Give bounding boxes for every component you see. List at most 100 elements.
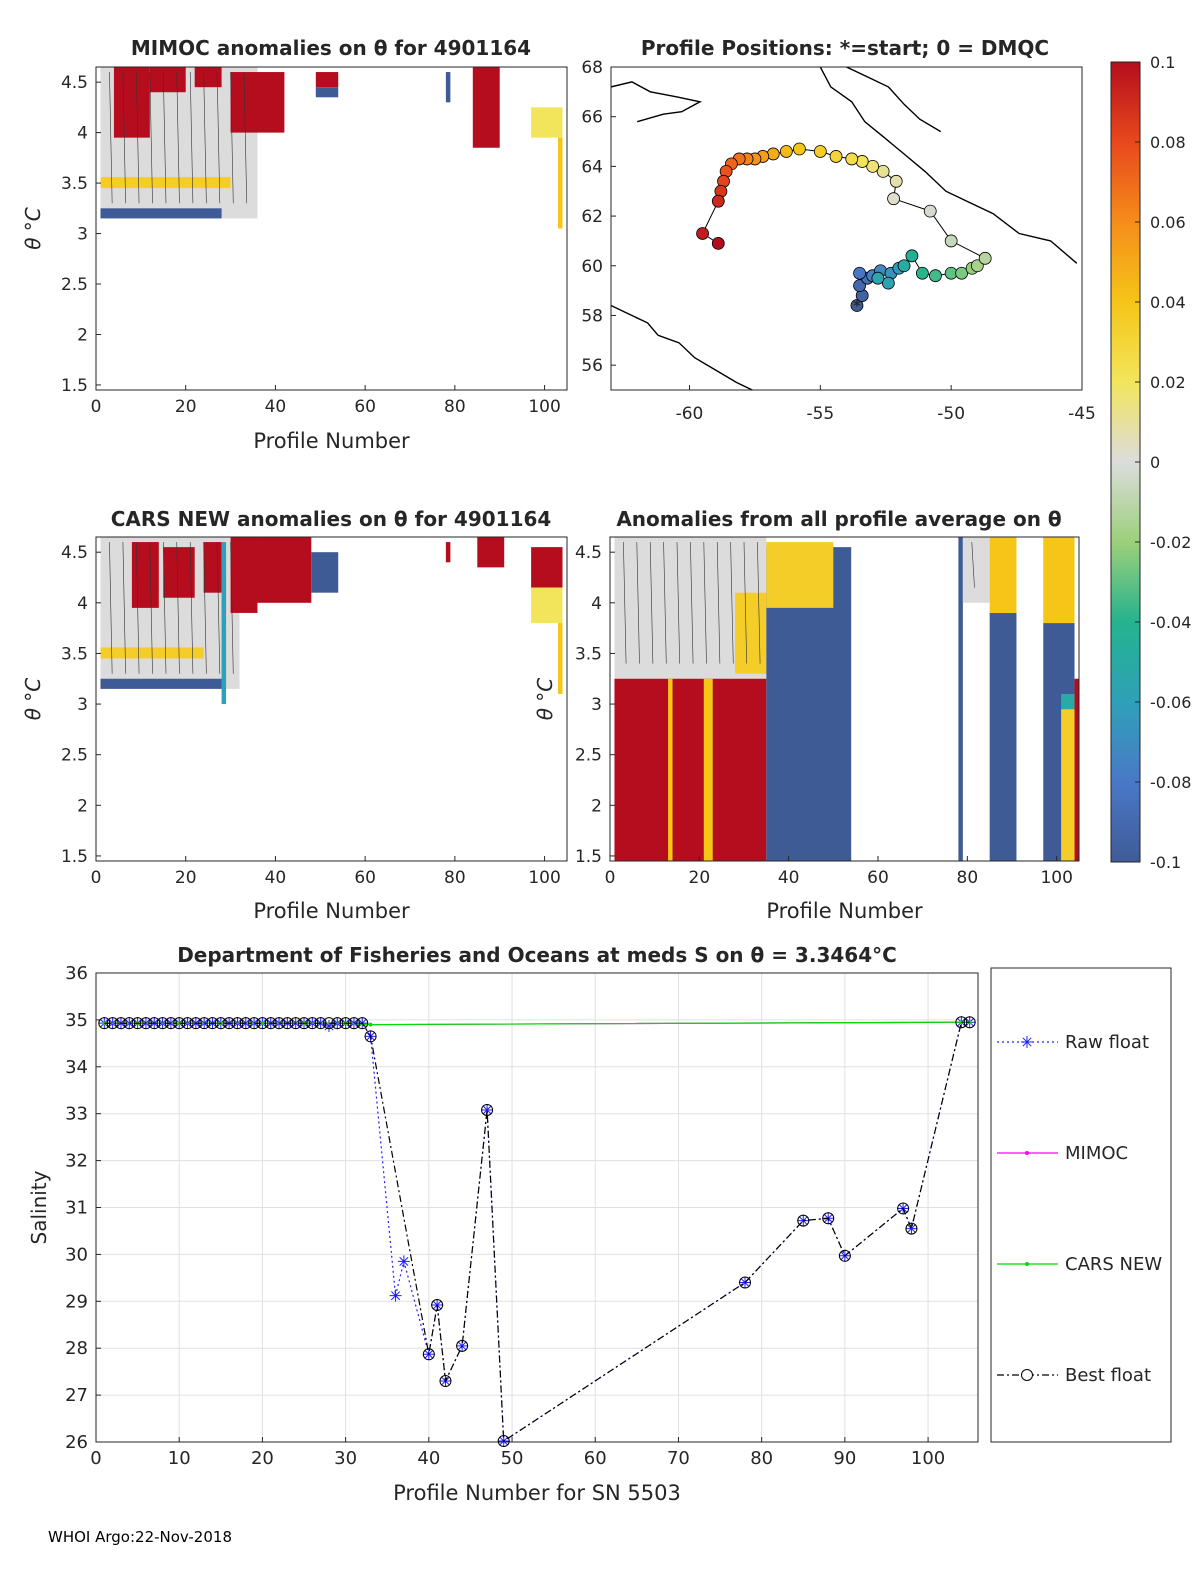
data-point: [206, 1017, 219, 1030]
map-content: *: [611, 67, 1078, 390]
heatmap-region: [1061, 693, 1075, 710]
contour-line: [203, 542, 207, 674]
contour-line: [176, 542, 180, 674]
axes-frame: [95, 66, 568, 391]
x-tick-label: -45: [1068, 404, 1096, 424]
y-tick-label: 66: [581, 108, 603, 128]
heatmap-region: [1074, 678, 1079, 861]
data-point: [905, 1222, 918, 1235]
heatmap-region: [315, 72, 339, 88]
series-best-float: [98, 1016, 976, 1448]
colorbar-tick-label: 0.08: [1150, 133, 1186, 152]
data-point: [131, 1017, 144, 1030]
heatmap-region: [230, 537, 258, 613]
y-tick-label: 4.5: [61, 543, 88, 563]
contour-line: [730, 542, 734, 664]
profile-position-point: [855, 155, 869, 168]
y-tick-label: 2.5: [575, 746, 602, 766]
heatmap-region: [131, 542, 159, 608]
panel-salinity: 0 10 20 30 40 50 60 70 80 90 100 26 27 28 29 30 31 32 33 34…: [27, 943, 1172, 1505]
heatmap-region: [445, 542, 451, 563]
y-tick-label: 2.5: [61, 746, 88, 766]
x-tick-label: 100: [1040, 868, 1072, 888]
chart-title: CARS NEW anomalies on θ for 4901164: [111, 507, 552, 531]
colorbar-tick-label: -0.08: [1150, 773, 1191, 792]
data-point: [248, 1017, 261, 1030]
contour-line: [623, 542, 627, 664]
panel-map: * -60 -55 -50 -45 56 58 60 62 64 66 68 Profile Posit…: [581, 36, 1096, 424]
y-tick-label: 3.5: [575, 644, 602, 664]
legend-label: CARS NEW: [1065, 1254, 1162, 1275]
profile-position-point: [889, 174, 903, 188]
y-axis-label: Salinity: [27, 1170, 51, 1244]
contour-line: [757, 542, 761, 664]
data-point: [905, 1222, 918, 1235]
contour-line: [663, 542, 667, 664]
data-point: [281, 1017, 294, 1030]
colorbar-tick-label: 0.02: [1150, 373, 1186, 392]
data-point: [822, 1212, 835, 1225]
x-tick-label: -60: [676, 404, 704, 424]
data-point: [368, 1022, 373, 1027]
x-tick-label: 60: [354, 397, 376, 417]
data-point: [322, 1020, 335, 1032]
y-tick-label: 58: [581, 306, 603, 326]
profile-position-point: [696, 227, 709, 240]
series-line: [104, 1021, 970, 1443]
heatmap-region: [445, 72, 451, 103]
heatmap-region: [477, 537, 505, 568]
data-point: [306, 1017, 319, 1030]
contour-line: [136, 542, 140, 674]
y-tick-label: 29: [65, 1291, 88, 1312]
legend-label: Raw float: [1065, 1032, 1149, 1053]
heatmap-region: [962, 537, 990, 603]
contour-line: [176, 72, 180, 204]
profile-position-point: [905, 249, 919, 263]
contour-line: [703, 542, 707, 664]
profile-position-point: [887, 192, 900, 206]
heatmap-region: [1043, 537, 1075, 624]
data-point: [497, 1435, 510, 1448]
x-tick-label: 100: [528, 868, 560, 888]
x-tick-label: -55: [806, 404, 834, 424]
y-tick-label: 4: [77, 124, 88, 144]
contour-line: [149, 542, 153, 674]
data-point: [797, 1214, 810, 1227]
profile-position-point: [978, 251, 992, 265]
x-tick-label: 100: [911, 1448, 945, 1469]
legend-frame: [990, 967, 1172, 1443]
data-point: [114, 1017, 127, 1030]
profile-position-point: [970, 259, 984, 273]
contour-line: [230, 542, 234, 674]
axes-frame: [609, 536, 1080, 862]
y-tick-label: 34: [65, 1057, 88, 1078]
y-tick-label: 26: [65, 1432, 88, 1453]
y-tick-label: 2: [77, 796, 88, 816]
heatmap-region: [230, 72, 285, 133]
y-tick-label: 36: [65, 963, 88, 984]
data-point: [273, 1017, 286, 1030]
contour-line: [216, 72, 221, 204]
heatmap-region: [531, 547, 563, 588]
data-point: [106, 1017, 119, 1030]
colorbar: 0.1 0.08 0.06 0.04 0.02 0 -0.02 -0.04 -0.06 -0.08…: [1110, 53, 1191, 872]
x-tick-label: 60: [584, 1448, 607, 1469]
y-tick-label: 2: [77, 325, 88, 345]
profile-position-point: [766, 147, 780, 161]
y-tick-label: 64: [581, 157, 603, 177]
contour-line: [230, 72, 234, 204]
contour-line: [149, 72, 153, 204]
x-tick-label: -50: [937, 404, 965, 424]
contour-line: [971, 542, 975, 588]
y-tick-label: 56: [581, 356, 603, 376]
y-axis-label: θ °C: [533, 678, 557, 721]
y-tick-label: 4.5: [575, 543, 602, 563]
contour-line: [189, 542, 194, 674]
chart-title: Department of Fisheries and Oceans at me…: [177, 943, 897, 967]
colorbar-tick-label: 0: [1150, 453, 1160, 472]
y-tick-label: 28: [65, 1338, 88, 1359]
heatmap-region: [958, 537, 963, 861]
x-tick-label: 90: [833, 1448, 856, 1469]
coastline: [611, 81, 703, 123]
colorbar-tick-label: -0.02: [1150, 533, 1191, 552]
